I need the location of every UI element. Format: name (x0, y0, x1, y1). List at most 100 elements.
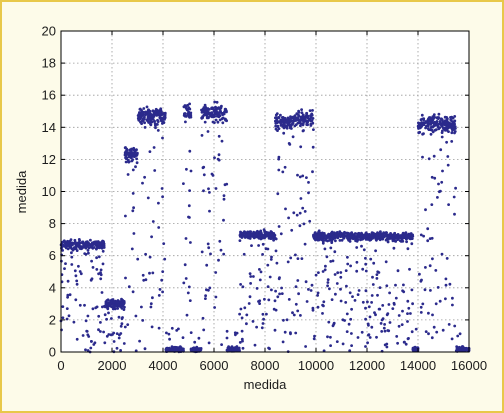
data-point (455, 347, 459, 350)
data-point (329, 260, 333, 263)
data-point (367, 333, 371, 337)
data-point (185, 313, 189, 317)
data-point (329, 344, 332, 347)
data-point (430, 175, 434, 179)
data-point (313, 334, 316, 338)
data-point (112, 300, 116, 304)
data-point (370, 301, 373, 304)
data-point (371, 275, 374, 279)
data-point (161, 195, 165, 199)
data-point (183, 112, 187, 115)
data-point (95, 268, 99, 271)
data-point (366, 341, 369, 345)
data-point (208, 111, 211, 115)
data-point (396, 341, 399, 345)
data-point (90, 259, 93, 263)
data-point (419, 311, 423, 314)
data-point (188, 299, 192, 302)
data-point (263, 236, 267, 240)
data-point (334, 292, 337, 296)
data-point (202, 173, 206, 177)
data-point (283, 330, 287, 334)
data-point (319, 237, 323, 241)
data-point (196, 349, 200, 352)
data-point (384, 260, 388, 264)
data-point (445, 126, 448, 129)
data-point (136, 257, 140, 261)
data-point (81, 334, 85, 337)
data-point (124, 214, 127, 218)
data-point (401, 235, 405, 238)
data-point (255, 287, 259, 290)
data-point (379, 236, 383, 240)
data-point (95, 247, 98, 251)
data-point (144, 278, 148, 282)
data-point (221, 121, 225, 125)
data-point (274, 249, 278, 253)
data-point (143, 115, 146, 119)
data-point (148, 111, 152, 115)
data-point (385, 345, 389, 349)
data-point (321, 312, 324, 315)
data-point (87, 242, 91, 246)
data-point (131, 168, 135, 172)
data-point (310, 283, 314, 287)
data-point (153, 119, 157, 123)
data-point (303, 210, 307, 213)
data-point (99, 321, 102, 324)
data-point (298, 211, 302, 215)
data-point (207, 341, 211, 345)
data-point (186, 103, 190, 107)
data-point (130, 159, 134, 163)
x-tick-label: 16000 (451, 358, 487, 373)
data-point (397, 324, 401, 328)
data-point (259, 270, 263, 274)
data-point (366, 300, 369, 304)
data-point (430, 236, 434, 240)
data-point (204, 297, 207, 300)
data-point (302, 222, 306, 226)
data-point (157, 326, 161, 330)
data-point (165, 347, 169, 351)
data-point (451, 123, 455, 127)
data-point (213, 156, 216, 160)
data-point (78, 303, 82, 307)
data-point (345, 284, 348, 288)
data-point (250, 233, 254, 237)
data-point (364, 256, 367, 260)
data-point (156, 119, 160, 123)
data-point (270, 288, 273, 292)
data-point (280, 286, 283, 290)
data-point (304, 345, 307, 348)
data-point (213, 306, 217, 309)
data-point (410, 330, 414, 334)
data-point (438, 299, 442, 303)
data-point (263, 297, 266, 301)
data-point (210, 172, 214, 176)
data-point (372, 231, 375, 235)
data-point (297, 111, 301, 114)
y-tick-label: 2 (49, 312, 56, 327)
data-point (152, 146, 156, 149)
data-point (287, 298, 291, 301)
data-point (291, 115, 295, 119)
data-point (205, 263, 209, 267)
data-point (188, 102, 192, 106)
data-point (305, 112, 308, 115)
data-point (264, 247, 268, 251)
data-point (346, 236, 349, 240)
data-point (325, 255, 329, 259)
data-point (311, 308, 315, 312)
data-point (124, 276, 127, 280)
data-point (311, 117, 315, 120)
data-point (257, 300, 260, 303)
data-point (131, 290, 135, 294)
data-point (436, 196, 439, 199)
data-point (274, 237, 278, 241)
data-point (98, 246, 101, 250)
data-point (207, 246, 211, 250)
data-point (447, 323, 451, 326)
data-point (419, 233, 423, 237)
y-tick-label: 20 (42, 24, 56, 39)
data-point (156, 123, 159, 126)
